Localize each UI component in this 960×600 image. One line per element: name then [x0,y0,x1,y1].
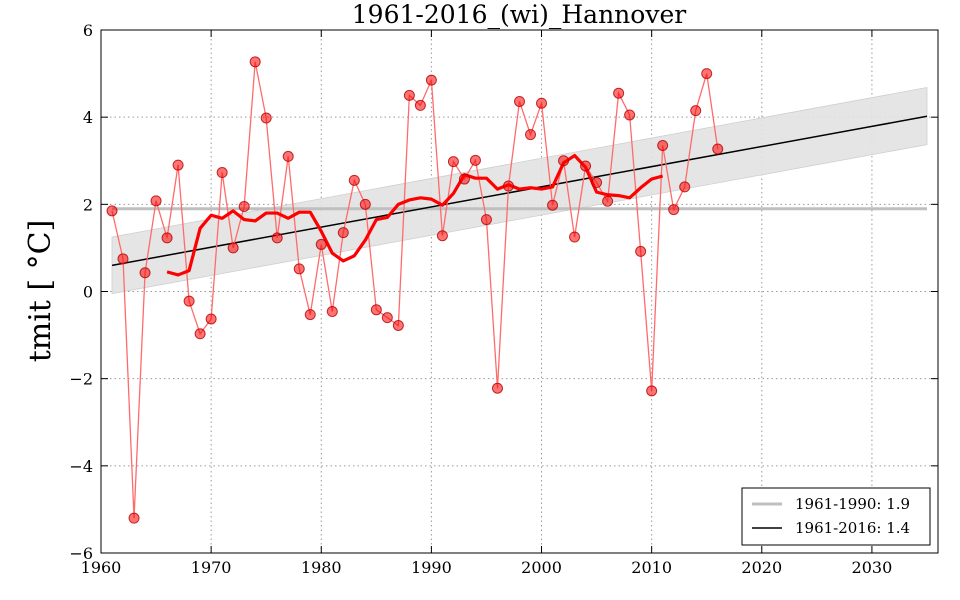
data-point [183,295,195,307]
data-point [436,230,448,242]
data-point [591,177,603,189]
data-point [514,95,525,107]
chart-title: 1961-2016_(wi)_Hannover [352,0,686,29]
x-tick-label: 1970 [191,558,232,577]
y-tick-label: −2 [69,370,93,389]
data-point [657,139,669,151]
data-point [525,129,537,141]
data-point [304,309,316,321]
legend-label-trend: 1961-2016: 1.4 [795,519,910,537]
data-point [491,382,503,394]
data-point [502,180,514,192]
data-point [602,195,614,207]
data-point [558,155,570,167]
data-point [469,154,481,166]
data-point [227,242,239,254]
data-point [271,232,283,244]
data-point [690,105,702,117]
data-point [194,328,206,340]
data-point [139,267,151,279]
plot-inner [101,30,938,553]
data-point [480,214,492,226]
y-axis-label: tmit [ °C] [23,220,58,363]
data-series-line [111,61,719,519]
x-tick-label: 2020 [741,558,782,577]
y-tick-label: −6 [69,544,93,563]
legend-label-mean: 1961-1990: 1.9 [795,495,910,513]
data-point [326,306,338,318]
data-point [403,89,415,101]
x-tick-label: 2030 [852,558,893,577]
data-point [580,160,592,172]
data-point [646,385,658,397]
x-tick-label: 2010 [631,558,672,577]
data-point [216,167,228,179]
data-point [701,68,713,80]
data-point [238,201,250,213]
data-point [260,112,272,124]
plot-area: 1960 1970 1980 1990 2000 2010 2020 2030 −6 −4 −2 0 2… [69,21,939,577]
data-point [569,231,581,243]
x-tick-label: 1990 [411,558,452,577]
x-tick-label: 1980 [301,558,342,577]
moving-average-line [166,153,664,277]
data-point [359,198,371,210]
legend: 1961-1990: 1.9 1961-2016: 1.4 [741,487,931,546]
x-tick-label: 2000 [521,558,562,577]
data-point [150,195,162,207]
legend-box [741,487,931,546]
data-point [425,74,437,86]
data-point [315,238,327,250]
data-point [624,109,636,121]
data-point [106,205,118,217]
data-point [205,313,217,325]
data-point [536,97,548,109]
data-point [337,227,349,239]
trend-line [111,115,928,267]
data-point [447,156,459,168]
data-point [117,253,129,265]
data-point [249,56,261,68]
y-tick-label: 2 [83,195,93,214]
data-point [547,199,559,211]
data-point [392,319,404,331]
data-point [712,143,724,155]
data-point [282,150,294,162]
data-point [668,204,680,216]
data-point [128,512,140,524]
y-tick-label: 0 [83,283,93,302]
data-point [161,232,173,244]
y-tick-label: 4 [83,108,93,127]
data-point [679,181,691,193]
data-point [381,312,393,324]
y-tick-label: −4 [69,457,93,476]
data-point [635,245,647,257]
data-point [414,99,426,111]
x-tick-label: 1960 [81,558,122,577]
data-point [348,174,360,186]
data-point [370,304,382,316]
data-point [293,263,305,275]
data-point [613,87,625,99]
y-tick-label: 6 [83,21,93,40]
data-point [458,173,470,185]
data-point [172,159,184,171]
